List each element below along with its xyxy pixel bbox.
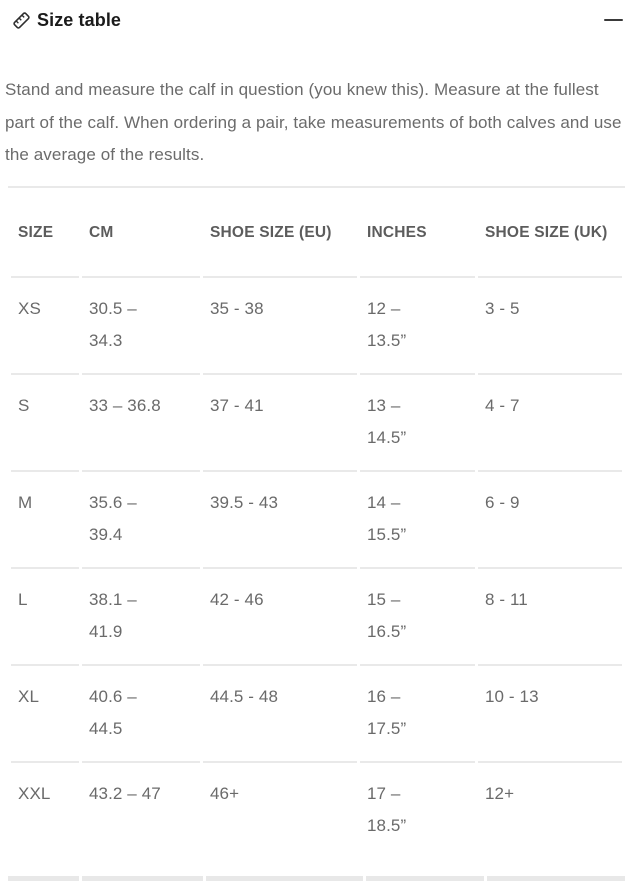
column-header-shoe-size-eu: SHOE SIZE (EU): [203, 188, 357, 278]
table-row-xxl: XXL 43.2 – 47 46+ 17 – 18.5” 12+: [11, 763, 622, 858]
cell-cm: 33 – 36.8: [82, 375, 200, 472]
cell-size: L: [11, 569, 79, 666]
ruler-icon: [11, 10, 32, 31]
cell-cm: 43.2 – 47: [89, 783, 161, 803]
cell-cm: 35.6 – 39.4: [82, 472, 200, 569]
cell-size: M: [11, 472, 79, 569]
size-table: SIZE CM SHOE SIZE (EU) INCHES SHOE SIZE …: [8, 188, 625, 858]
cell-shoe-uk: 10 - 13: [478, 666, 622, 763]
column-header-shoe-size-uk: SHOE SIZE (UK): [478, 188, 622, 278]
cell-inches: 16 – 17.5”: [360, 666, 475, 763]
table-top-divider: [8, 185, 625, 188]
cell-shoe-eu: 39.5 - 43: [203, 472, 357, 569]
cell-shoe-eu: 35 - 38: [203, 278, 357, 375]
table-header-row: SIZE CM SHOE SIZE (EU) INCHES SHOE SIZE …: [11, 188, 622, 278]
cell-shoe-uk: 12+: [485, 783, 515, 803]
cell-size: S: [11, 375, 79, 472]
table-row-xl: XL 40.6 – 44.5 44.5 - 48 16 – 17.5” 10 -…: [11, 666, 622, 763]
collapse-button[interactable]: [596, 8, 624, 32]
cell-size: XL: [11, 666, 79, 763]
column-header-size: SIZE: [11, 188, 79, 278]
minus-icon: [604, 18, 623, 22]
cell-shoe-eu: 37 - 41: [203, 375, 357, 472]
table-row-s: S 33 – 36.8 37 - 41 13 – 14.5” 4 - 7: [11, 375, 622, 472]
cell-shoe-uk: 3 - 5: [478, 278, 622, 375]
column-header-inches: INCHES: [360, 188, 475, 278]
next-row-divider: [8, 876, 625, 881]
column-header-cm: CM: [82, 188, 200, 278]
panel-title: Size table: [37, 9, 122, 30]
cell-inches: 14 – 15.5”: [360, 472, 475, 569]
size-guide-description: Stand and measure the calf in question (…: [5, 80, 622, 164]
cell-cm: 40.6 – 44.5: [82, 666, 200, 763]
cell-shoe-uk: 8 - 11: [478, 569, 622, 666]
cell-size: XXL: [18, 783, 51, 803]
table-row-xs: XS 30.5 – 34.3 35 - 38 12 – 13.5” 3 - 5: [11, 278, 622, 375]
cell-inches: 17 – 18.5”: [367, 783, 407, 835]
cell-size: XS: [11, 278, 79, 375]
cell-shoe-uk: 6 - 9: [478, 472, 622, 569]
cell-cm: 30.5 – 34.3: [82, 278, 200, 375]
table-row-l: L 38.1 – 41.9 42 - 46 15 – 16.5” 8 - 11: [11, 569, 622, 666]
size-table-header: Size table: [0, 0, 633, 32]
cell-shoe-eu: 42 - 46: [203, 569, 357, 666]
cell-inches: 12 – 13.5”: [360, 278, 475, 375]
cell-shoe-eu: 44.5 - 48: [203, 666, 357, 763]
cell-inches: 15 – 16.5”: [360, 569, 475, 666]
cell-shoe-eu: 46+: [210, 783, 240, 803]
table-row-m: M 35.6 – 39.4 39.5 - 43 14 – 15.5” 6 - 9: [11, 472, 622, 569]
cell-shoe-uk: 4 - 7: [478, 375, 622, 472]
cell-cm: 38.1 – 41.9: [82, 569, 200, 666]
cell-inches: 13 – 14.5”: [360, 375, 475, 472]
